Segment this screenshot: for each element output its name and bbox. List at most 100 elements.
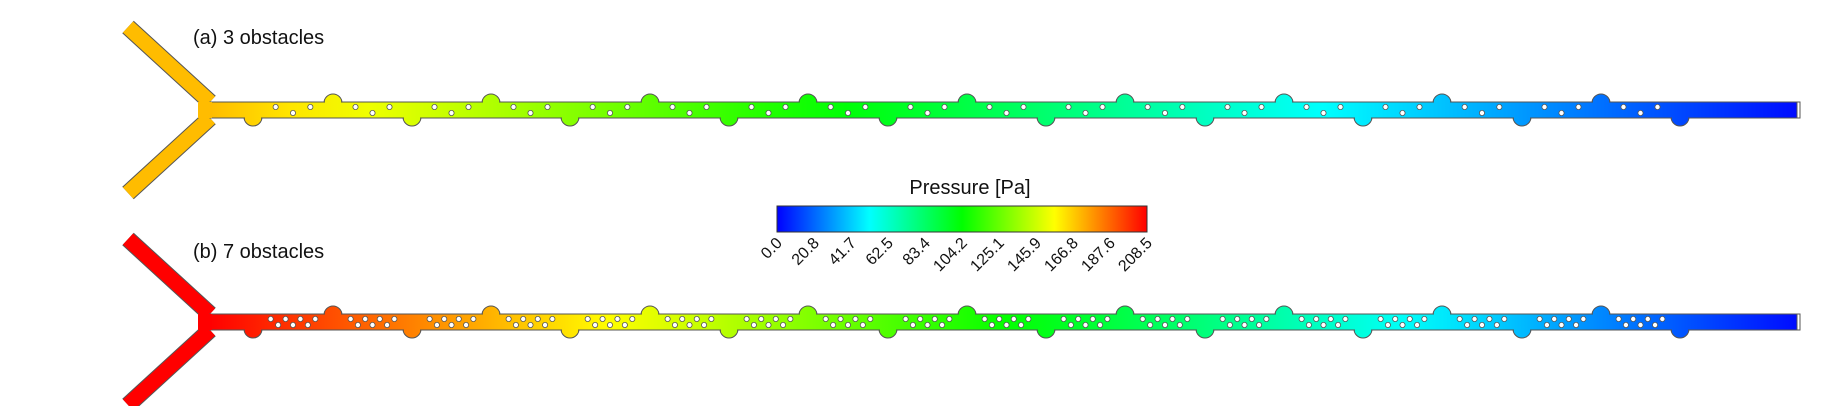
obstacle [629,315,636,322]
obstacle [352,104,359,111]
obstacle [902,315,909,322]
obstacle [845,110,852,117]
chamber-joint [325,101,341,104]
obstacle [312,315,319,322]
obstacle [1139,315,1146,322]
obstacle [1010,315,1017,322]
obstacle [1003,321,1010,328]
chamber-joint [642,101,658,104]
chamber-joint [1276,101,1292,104]
obstacle [671,321,678,328]
obstacle [599,315,606,322]
obstacle [1025,315,1032,322]
obstacle [1416,104,1423,111]
obstacle [1179,104,1186,111]
chamber-joint [1593,101,1609,104]
obstacle [1303,104,1310,111]
obstacle [1536,315,1543,322]
obstacle [624,104,631,111]
obstacle [765,321,772,328]
obstacle [1176,321,1183,328]
obstacle [426,315,433,322]
obstacle [510,104,517,111]
obstacle [1258,104,1265,111]
obstacle [1558,110,1565,117]
colorbar-tick-label: 41.7 [826,235,860,269]
obstacle [1060,315,1067,322]
obstacle [289,321,296,328]
obstacle [1065,104,1072,111]
obstacle [307,104,314,111]
obstacle [1461,104,1468,111]
obstacle [1464,321,1471,328]
obstacle [1342,315,1349,322]
obstacle [701,321,708,328]
obstacle [1067,321,1074,328]
obstacle [448,321,455,328]
chamber-joint [1434,313,1450,316]
obstacle [1169,315,1176,322]
obstacle [621,321,628,328]
obstacle [448,110,455,117]
obstacle [441,315,448,322]
obstacle [607,110,614,117]
obstacle [1479,321,1486,328]
obstacle [1384,321,1391,328]
obstacle [1654,104,1661,111]
obstacle [939,321,946,328]
obstacle [1496,104,1503,111]
chamber-joint [1197,328,1213,331]
obstacle [1234,315,1241,322]
colorbar-tick-label: 0.0 [758,235,786,263]
obstacle [1147,321,1154,328]
obstacle [750,321,757,328]
obstacle [909,321,916,328]
obstacle [996,315,1003,322]
chamber-joint [562,328,578,331]
obstacle [1565,315,1572,322]
obstacle [743,315,750,322]
obstacle [1377,315,1384,322]
outlet-cap [1796,101,1801,119]
obstacle [1104,315,1111,322]
obstacle [1144,104,1151,111]
chamber-joint [404,328,420,331]
obstacle [463,321,470,328]
obstacle [1305,321,1312,328]
inlet-branch [122,324,216,406]
obstacle [862,104,869,111]
obstacle [1382,104,1389,111]
obstacle [1224,104,1231,111]
colorbar-tick-label: 208.5 [1115,235,1155,275]
obstacle [1575,104,1582,111]
colorbar-tick-label: 145.9 [1004,235,1044,275]
obstacle [1241,321,1248,328]
colorbar-tick-label: 166.8 [1041,235,1081,275]
chamber-joint [1434,101,1450,104]
chamber-joint [404,116,420,119]
obstacle [589,104,596,111]
obstacle [859,321,866,328]
obstacle [1089,315,1096,322]
obstacle [275,321,282,328]
colorbar-title: Pressure [Pa] [909,177,1030,199]
inlet-branch [122,21,216,108]
obstacle [686,321,693,328]
obstacle [827,104,834,111]
chamber-joint [562,116,578,119]
panel-a-channel [122,20,1801,200]
obstacle [1551,315,1558,322]
obstacle [391,315,398,322]
obstacle [455,315,462,322]
chamber-joint [959,101,975,104]
obstacle [1541,104,1548,111]
obstacle [924,321,931,328]
obstacle [1298,315,1305,322]
obstacle [386,104,393,111]
obstacle [549,315,556,322]
obstacle [1414,321,1421,328]
obstacle [852,315,859,322]
obstacle [1637,321,1644,328]
